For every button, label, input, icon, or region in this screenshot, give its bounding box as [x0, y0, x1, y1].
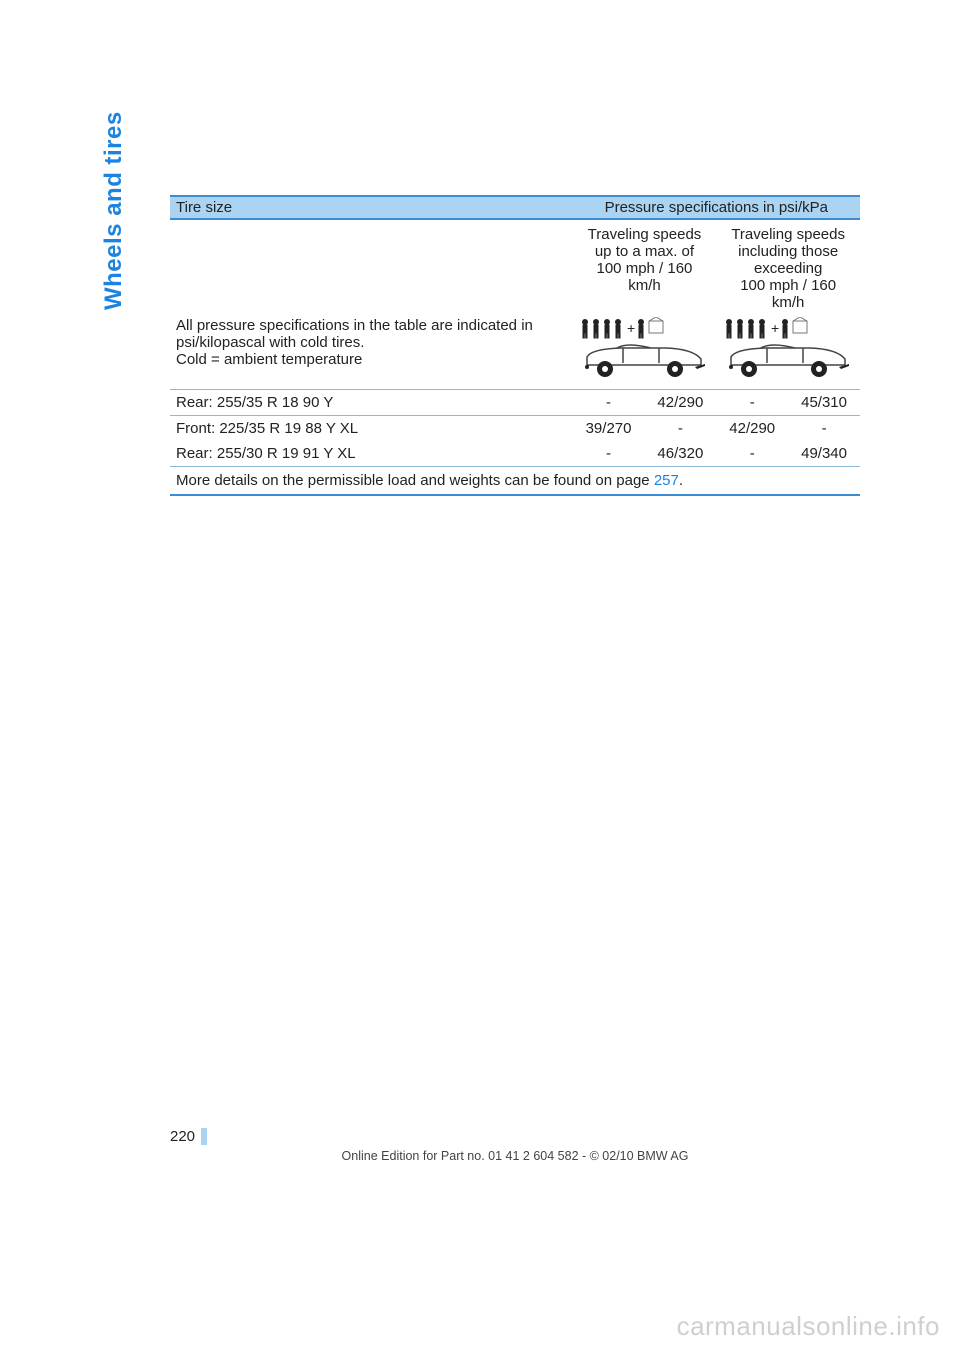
table-footer-row: More details on the permissible load and…: [170, 467, 860, 496]
cell-high-rear: 49/340: [788, 441, 860, 467]
header-pressure-spec: Pressure specifications in psi/kPa: [573, 196, 860, 219]
tire-pressure-table: Tire size Pressure specifications in psi…: [170, 195, 860, 496]
cell-high-front: 42/290: [716, 416, 788, 442]
cell-high-front: -: [716, 390, 788, 416]
header-tire-size: Tire size: [170, 196, 573, 219]
page-reference-link[interactable]: 257: [654, 472, 679, 489]
cell-high-rear: -: [788, 416, 860, 442]
car-load-icon: +: [579, 317, 709, 379]
subheader-low-speed: Traveling speedsup to a max. of100 mph /…: [573, 219, 717, 315]
table-row: Front: 225/35 R 19 88 Y XL 39/270 - 42/2…: [170, 416, 860, 442]
page-number: 220: [170, 1128, 207, 1145]
subheader-high-speed: Traveling speedsincluding thoseexceeding…: [716, 219, 860, 315]
cell-low-front: 39/270: [573, 416, 645, 442]
watermark: carmanualsonline.info: [677, 1311, 940, 1342]
cell-high-front: -: [716, 441, 788, 467]
footer-meta: Online Edition for Part no. 01 41 2 604 …: [170, 1149, 860, 1163]
side-tab-label: Wheels and tires: [100, 111, 128, 310]
table-header-row: Tire size Pressure specifications in psi…: [170, 196, 860, 219]
footer-suffix: .: [679, 472, 683, 489]
tire-label: Rear: 255/30 R 19 91 Y XL: [170, 441, 573, 467]
table-row: Rear: 255/35 R 18 90 Y - 42/290 - 45/310: [170, 390, 860, 416]
page-footer: 220 Online Edition for Part no. 01 41 2 …: [170, 1128, 860, 1163]
cell-low-front: -: [573, 441, 645, 467]
svg-text:+: +: [771, 320, 779, 336]
cell-low-rear: -: [644, 416, 716, 442]
cell-low-rear: 42/290: [644, 390, 716, 416]
pressure-description: All pressure specifications in the table…: [170, 315, 573, 390]
svg-text:+: +: [627, 320, 635, 336]
table-subheader-row: Traveling speedsup to a max. of100 mph /…: [170, 219, 860, 315]
cell-low-front: -: [573, 390, 645, 416]
tire-label: Rear: 255/35 R 18 90 Y: [170, 390, 573, 416]
cell-high-rear: 45/310: [788, 390, 860, 416]
footer-text: More details on the permissible load and…: [176, 472, 654, 489]
cell-low-rear: 46/320: [644, 441, 716, 467]
car-load-icon: +: [723, 317, 853, 379]
tire-label: Front: 225/35 R 19 88 Y XL: [170, 416, 573, 442]
table-row: Rear: 255/30 R 19 91 Y XL - 46/320 - 49/…: [170, 441, 860, 467]
content-area: Tire size Pressure specifications in psi…: [170, 195, 860, 496]
table-description-row: All pressure specifications in the table…: [170, 315, 860, 390]
